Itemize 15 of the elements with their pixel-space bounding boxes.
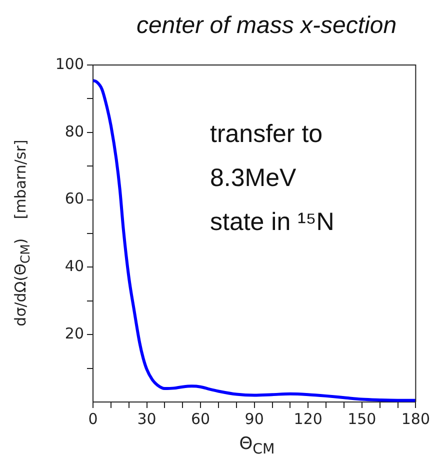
y-tick-label: 80 [64, 122, 84, 140]
x-tick-label: 0 [88, 410, 98, 428]
chart-title: center of mass x-section [135, 12, 398, 40]
annotation: transfer to 8.3MeV state in ¹⁵N [210, 119, 334, 238]
y-tick-label: 60 [64, 190, 84, 208]
x-tick-label: 150 [348, 410, 376, 428]
x-axis-title: Θ$_{CM}$ [238, 434, 276, 458]
x-tick-label: 180 [401, 410, 430, 428]
x-tick-label: 30 [137, 410, 156, 428]
x-tick-label: 90 [244, 410, 264, 428]
y-tick-label: 40 [64, 257, 84, 276]
y-tick-label: 100 [55, 54, 84, 73]
x-tick-label: 120 [294, 410, 322, 428]
x-tick-label: 60 [191, 410, 210, 428]
y-tick-label: 20 [64, 324, 84, 342]
